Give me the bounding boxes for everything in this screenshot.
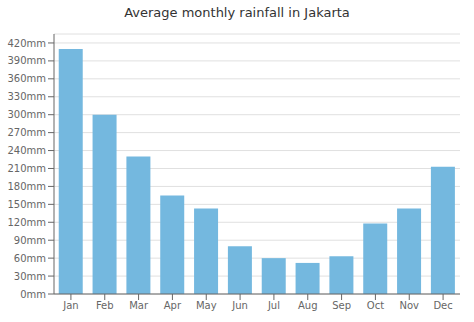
svg-text:Aug: Aug [298, 300, 318, 311]
svg-text:180mm: 180mm [8, 181, 46, 192]
svg-text:Nov: Nov [399, 300, 419, 311]
svg-text:Oct: Oct [367, 300, 384, 311]
svg-text:420mm: 420mm [8, 38, 46, 49]
svg-text:60mm: 60mm [14, 253, 46, 264]
svg-text:Apr: Apr [164, 300, 182, 311]
svg-text:270mm: 270mm [8, 127, 46, 138]
svg-text:Jan: Jan [62, 300, 78, 311]
svg-text:30mm: 30mm [14, 271, 46, 282]
svg-text:Mar: Mar [129, 300, 149, 311]
svg-text:210mm: 210mm [8, 163, 46, 174]
svg-text:0mm: 0mm [20, 289, 46, 300]
svg-text:150mm: 150mm [8, 199, 46, 210]
svg-text:330mm: 330mm [8, 91, 46, 102]
svg-text:300mm: 300mm [8, 109, 46, 120]
svg-text:Jun: Jun [231, 300, 248, 311]
html-text:Average monthly rainfall in Ja: Average monthly rainfall in Jakarta [124, 5, 350, 20]
svg-text:Sep: Sep [332, 300, 351, 311]
svg-text:Feb: Feb [96, 300, 114, 311]
svg-text:390mm: 390mm [8, 55, 46, 66]
svg-text:120mm: 120mm [8, 217, 46, 228]
svg-text:May: May [196, 300, 217, 311]
svg-text:240mm: 240mm [8, 145, 46, 156]
svg-text:Dec: Dec [433, 300, 452, 311]
svg-text:90mm: 90mm [14, 235, 46, 246]
svg-text:360mm: 360mm [8, 73, 46, 84]
svg-text:Jul: Jul [267, 300, 280, 311]
